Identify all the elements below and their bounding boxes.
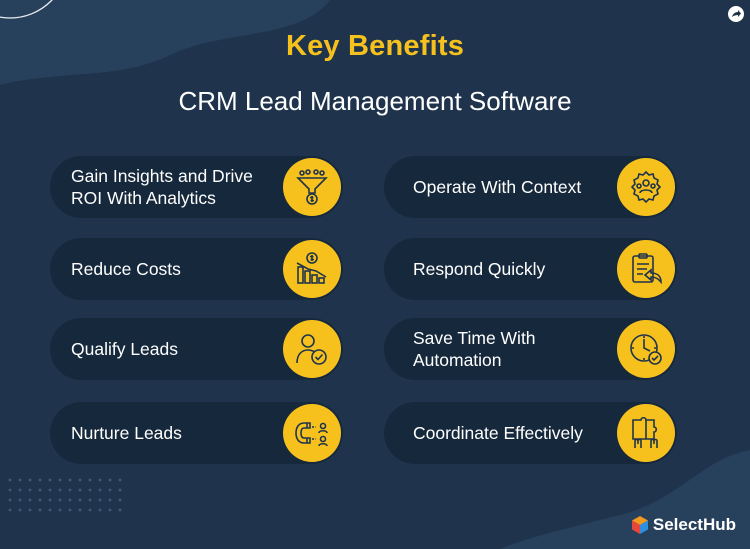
benefit-card-nurture-leads: Nurture Leads bbox=[50, 402, 343, 464]
benefit-label: Gain Insights and Drive ROI With Analyti… bbox=[71, 166, 253, 208]
page-title: Key Benefits bbox=[285, 30, 465, 62]
benefit-card-operate-context: Operate With Context bbox=[384, 156, 677, 218]
benefit-label: Coordinate Effectively bbox=[413, 423, 583, 443]
benefit-label: Respond Quickly bbox=[413, 259, 546, 279]
gear-team-icon bbox=[617, 158, 675, 216]
benefit-label: Operate With Context bbox=[413, 177, 582, 197]
magnet-leads-icon bbox=[283, 404, 341, 462]
clipboard-reply-icon bbox=[617, 240, 675, 298]
benefit-card-save-time: Save Time With Automation bbox=[384, 318, 677, 380]
benefit-card-qualify-leads: Qualify Leads bbox=[50, 318, 343, 380]
bg-wave-top bbox=[0, 0, 750, 200]
puzzle-hands-icon bbox=[617, 404, 675, 462]
benefit-card-respond-quickly: Respond Quickly bbox=[384, 238, 677, 300]
dot-pattern bbox=[8, 478, 126, 525]
cost-decline-chart-icon bbox=[283, 240, 341, 298]
benefit-label: Nurture Leads bbox=[71, 423, 182, 443]
clock-check-icon bbox=[617, 320, 675, 378]
benefit-card-analytics: Gain Insights and Drive ROI With Analyti… bbox=[50, 156, 343, 218]
share-icon[interactable] bbox=[728, 6, 744, 22]
qualified-user-icon bbox=[283, 320, 341, 378]
brand-name: SelectHub bbox=[652, 515, 736, 534]
bg-wave-bottom bbox=[0, 430, 750, 549]
page-subtitle: CRM Lead Management Software bbox=[178, 86, 572, 116]
benefit-label: Save Time With Automation bbox=[413, 328, 536, 370]
benefit-card-reduce-costs: Reduce Costs bbox=[50, 238, 343, 300]
benefit-label: Qualify Leads bbox=[71, 339, 179, 359]
cube-logo-icon bbox=[631, 516, 648, 534]
selecthub-logo: SelectHub bbox=[631, 515, 736, 535]
benefit-label: Reduce Costs bbox=[71, 259, 181, 279]
funnel-dollar-icon bbox=[283, 158, 341, 216]
benefit-card-coordinate: Coordinate Effectively bbox=[384, 402, 677, 464]
